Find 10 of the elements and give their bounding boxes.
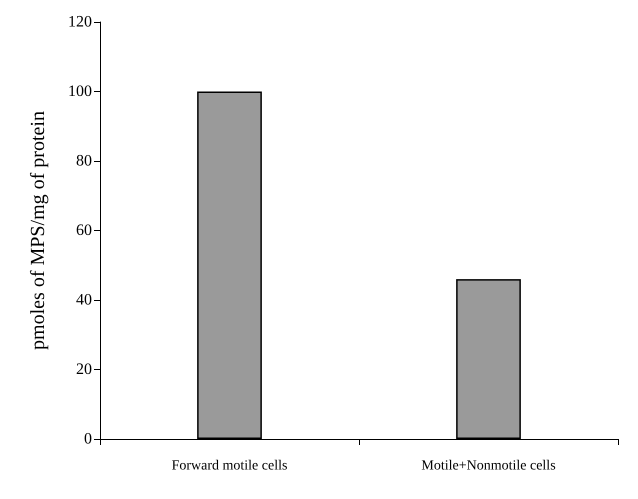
y-tick-label: 80 (76, 152, 92, 170)
x-tick-label: Motile+Nonmotile cells (421, 458, 556, 474)
y-tick-label: 0 (84, 430, 92, 448)
y-tick-label: 40 (76, 292, 92, 308)
y-axis-title: pmoles of MPS/mg of protein (27, 111, 49, 350)
y-tick-label: 100 (68, 83, 92, 100)
y-tick-label: 120 (68, 14, 92, 30)
x-tick-label: Forward motile cells (172, 458, 288, 474)
y-tick-label: 20 (76, 361, 92, 378)
y-tick-label: 60 (76, 222, 92, 239)
